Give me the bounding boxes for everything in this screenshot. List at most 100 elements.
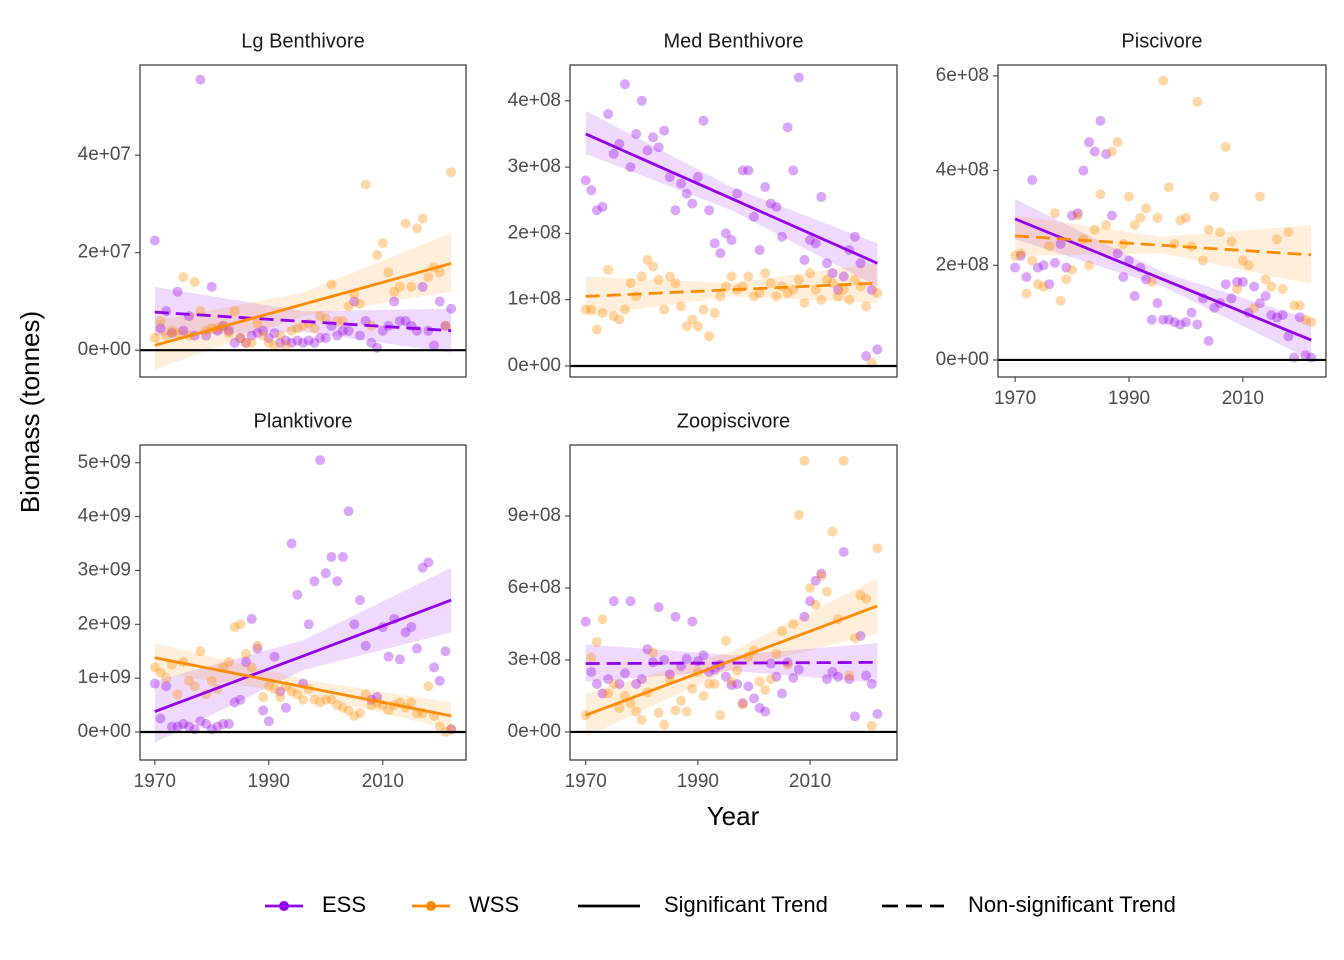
data-point	[258, 330, 269, 341]
y-tick-label: 5e+09	[78, 452, 131, 473]
data-point	[653, 142, 664, 153]
data-point	[771, 201, 782, 212]
data-point	[434, 721, 445, 732]
data-point	[1095, 115, 1106, 126]
data-point	[608, 148, 619, 159]
y-tick-label: 3e+08	[508, 156, 561, 177]
data-point	[636, 714, 647, 725]
data-point	[698, 650, 709, 661]
data-point	[591, 636, 602, 647]
data-point	[849, 231, 860, 242]
data-point	[195, 716, 206, 727]
data-point	[223, 657, 234, 667]
data-point	[258, 705, 269, 716]
data-point	[771, 671, 782, 682]
data-point	[793, 509, 804, 520]
data-point	[394, 654, 405, 665]
data-point	[218, 718, 229, 729]
data-point	[292, 323, 303, 334]
data-point	[366, 337, 377, 348]
data-point	[1158, 314, 1169, 325]
y-tick-label: 9e+08	[508, 505, 561, 526]
data-point	[349, 619, 360, 630]
data-point	[737, 698, 748, 709]
data-point	[709, 238, 720, 249]
data-point	[337, 552, 348, 562]
data-point	[229, 697, 240, 708]
data-point	[709, 307, 720, 318]
data-point	[1163, 314, 1174, 325]
confidence-band	[1015, 215, 1312, 285]
data-point	[172, 286, 183, 297]
data-point	[269, 340, 280, 351]
data-point	[631, 128, 642, 139]
data-point	[849, 274, 860, 285]
data-point	[1135, 212, 1146, 223]
data-point	[423, 557, 434, 568]
data-point	[833, 291, 844, 302]
data-point	[1277, 283, 1288, 294]
data-point	[619, 304, 630, 315]
data-point	[681, 653, 692, 664]
trend-line	[585, 604, 878, 717]
data-point	[280, 340, 291, 351]
data-point	[372, 250, 383, 261]
data-point	[715, 291, 726, 302]
data-point	[235, 333, 246, 343]
data-point	[760, 181, 771, 192]
data-point	[698, 304, 709, 315]
data-point	[1112, 137, 1123, 148]
plot-area	[140, 74, 466, 370]
data-point	[760, 268, 771, 279]
data-point	[406, 622, 417, 632]
data-point	[872, 708, 883, 719]
data-point	[720, 671, 731, 682]
data-point	[1152, 298, 1163, 309]
data-point	[743, 165, 754, 176]
data-point	[816, 191, 827, 202]
data-point	[782, 659, 793, 670]
data-point	[235, 694, 246, 705]
data-point	[833, 671, 844, 682]
data-point	[821, 674, 832, 685]
data-point	[161, 330, 172, 341]
data-point	[805, 582, 816, 593]
data-point	[855, 630, 866, 641]
data-point	[1243, 260, 1254, 271]
data-point	[760, 684, 771, 695]
data-point	[377, 325, 388, 336]
data-point	[732, 188, 743, 199]
data-point	[326, 279, 337, 290]
data-point	[286, 686, 297, 697]
data-point	[1032, 262, 1043, 273]
data-point	[275, 337, 286, 348]
data-point	[394, 315, 405, 326]
data-point	[788, 672, 799, 683]
data-point	[1152, 212, 1163, 223]
data-point	[619, 79, 630, 90]
data-point	[614, 314, 625, 325]
data-point	[1300, 350, 1311, 361]
data-point	[1277, 309, 1288, 320]
panel-border	[569, 64, 898, 378]
data-point	[1300, 314, 1311, 325]
data-point	[1294, 300, 1305, 311]
data-point	[1067, 265, 1078, 276]
data-point	[377, 237, 388, 248]
data-point	[1254, 298, 1265, 309]
data-point	[1175, 215, 1186, 226]
data-point	[636, 95, 647, 106]
data-point	[161, 306, 172, 317]
data-point	[235, 619, 246, 630]
data-point	[309, 337, 320, 348]
y-tick-label: 6e+08	[936, 65, 989, 86]
data-point	[844, 670, 855, 681]
data-point	[246, 330, 257, 341]
data-point	[715, 710, 726, 721]
data-point	[440, 646, 451, 657]
data-point	[788, 165, 799, 176]
data-point	[434, 296, 445, 307]
data-point	[411, 223, 422, 234]
